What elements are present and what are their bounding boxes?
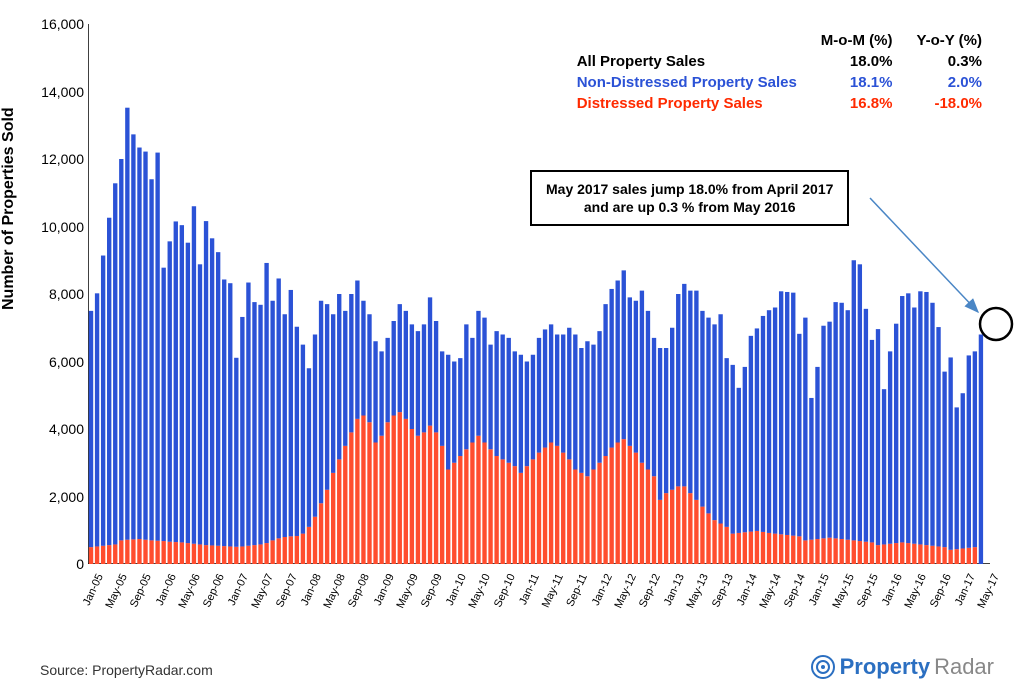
y-tick-label: 0 xyxy=(76,556,84,572)
legend-header-mom: M-o-M (%) xyxy=(809,30,905,51)
legend-label-dist: Distressed Property Sales xyxy=(565,93,809,114)
propertyradar-logo: PropertyRadar xyxy=(810,654,994,680)
legend-mom-all: 18.0% xyxy=(809,51,905,72)
annotation-line-1: May 2017 sales jump 18.0% from April 201… xyxy=(546,180,833,198)
annotation-callout: May 2017 sales jump 18.0% from April 201… xyxy=(530,170,849,226)
legend-label-all: All Property Sales xyxy=(565,51,809,72)
y-axis-label: Number of Properties Sold xyxy=(0,107,18,310)
y-tick-label: 6,000 xyxy=(49,354,84,370)
y-tick-label: 2,000 xyxy=(49,489,84,505)
legend-mom-dist: 16.8% xyxy=(809,93,905,114)
logo-secondary: Radar xyxy=(934,654,994,680)
y-tick-label: 12,000 xyxy=(41,151,84,167)
legend-mom-nondist: 18.1% xyxy=(809,72,905,93)
y-tick-label: 16,000 xyxy=(41,16,84,32)
y-tick-label: 4,000 xyxy=(49,421,84,437)
y-tick-label: 14,000 xyxy=(41,84,84,100)
y-tick-label: 8,000 xyxy=(49,286,84,302)
logo-primary: Property xyxy=(840,654,930,680)
annotation-line-2: and are up 0.3 % from May 2016 xyxy=(546,198,833,216)
y-tick-label: 10,000 xyxy=(41,219,84,235)
source-text: Source: PropertyRadar.com xyxy=(40,662,213,678)
legend-yoy-all: 0.3% xyxy=(904,51,994,72)
legend-header-yoy: Y-o-Y (%) xyxy=(904,30,994,51)
chart-container: Number of Properties Sold M-o-M (%) Y-o-… xyxy=(10,10,1014,688)
legend-yoy-nondist: 2.0% xyxy=(904,72,994,93)
radar-icon xyxy=(810,654,836,680)
legend-yoy-dist: -18.0% xyxy=(904,93,994,114)
legend-stats-table: M-o-M (%) Y-o-Y (%) All Property Sales 1… xyxy=(565,30,994,114)
legend-label-nondist: Non-Distressed Property Sales xyxy=(565,72,809,93)
